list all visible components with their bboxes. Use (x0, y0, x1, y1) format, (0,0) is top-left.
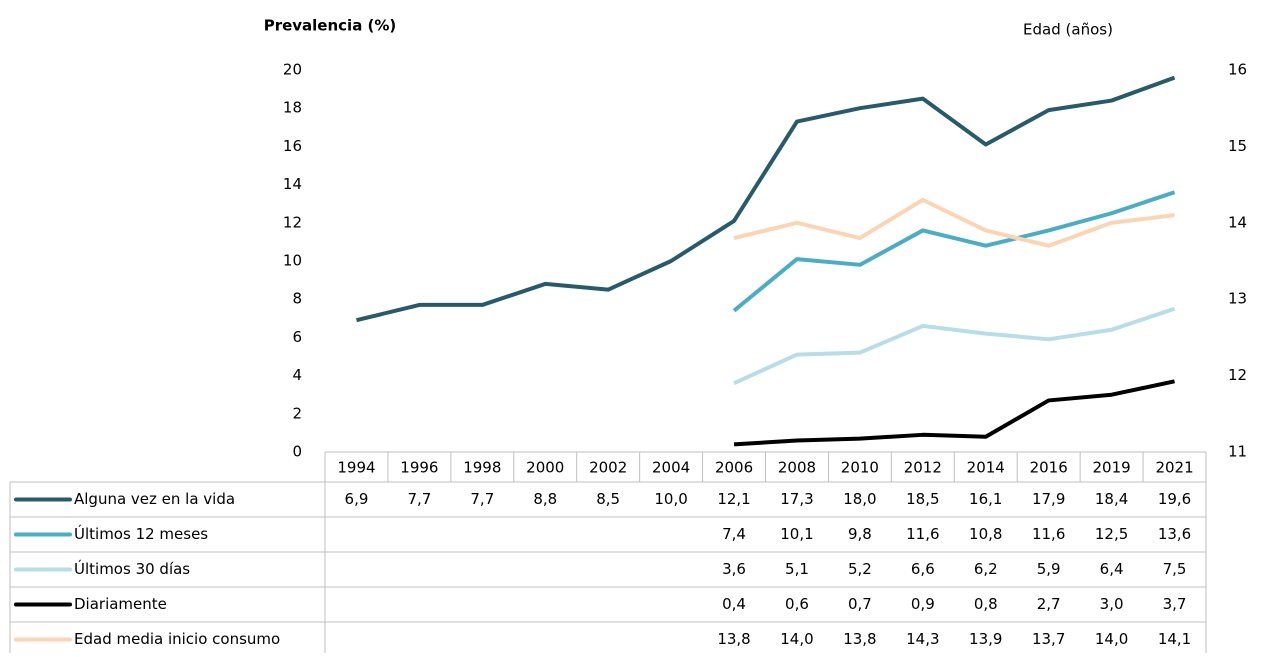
y-tick-label: 2 (292, 404, 302, 422)
table-value: 7,4 (722, 525, 746, 543)
table-value: 19,6 (1158, 490, 1191, 508)
table-value: 13,9 (969, 630, 1002, 648)
table-value: 5,2 (848, 560, 872, 578)
table-value: 18,5 (906, 490, 939, 508)
y-tick-label: 0 (292, 443, 302, 461)
legend-label: Diariamente (74, 595, 167, 613)
y2-tick-label: 15 (1228, 137, 1247, 155)
table-value: 7,7 (407, 490, 431, 508)
table-value: 12,5 (1095, 525, 1128, 543)
table-value: 0,4 (722, 595, 746, 613)
table-value: 13,6 (1158, 525, 1191, 543)
y-tick-label: 20 (283, 61, 302, 79)
y-tick-label: 18 (283, 99, 302, 117)
legend-label: Últimos 30 días (74, 559, 190, 578)
table-value: 6,2 (974, 560, 998, 578)
y-tick-label: 14 (283, 175, 302, 193)
table-value: 7,7 (470, 490, 494, 508)
table-value: 5,1 (785, 560, 809, 578)
y2-tick-label: 14 (1228, 213, 1247, 231)
table-value: 11,6 (1032, 525, 1065, 543)
table-value: 18,0 (843, 490, 876, 508)
x-tick-label: 1998 (463, 459, 501, 477)
table-value: 11,6 (906, 525, 939, 543)
table-value: 14,3 (906, 630, 939, 648)
table-value: 6,6 (911, 560, 935, 578)
x-tick-label: 2010 (841, 459, 879, 477)
x-tick-label: 2019 (1093, 459, 1131, 477)
table-value: 3,6 (722, 560, 746, 578)
x-tick-label: 2016 (1030, 459, 1068, 477)
table-value: 14,1 (1158, 630, 1191, 648)
table-value: 7,5 (1163, 560, 1187, 578)
y-tick-label: 10 (283, 252, 302, 270)
y-tick-label: 8 (292, 290, 302, 308)
table-value: 8,5 (596, 490, 620, 508)
legend-label: Últimos 12 meses (74, 524, 208, 543)
y2-tick-label: 11 (1228, 443, 1247, 461)
y2-tick-label: 16 (1228, 61, 1247, 79)
x-tick-label: 2012 (904, 459, 942, 477)
x-tick-label: 2021 (1155, 459, 1193, 477)
table-value: 6,4 (1100, 560, 1124, 578)
table-value: 16,1 (969, 490, 1002, 508)
x-tick-label: 2000 (526, 459, 564, 477)
y2-axis-title: Edad (años) (1023, 21, 1113, 39)
table-value: 17,9 (1032, 490, 1065, 508)
x-tick-label: 2002 (589, 459, 627, 477)
table-value: 2,7 (1037, 595, 1061, 613)
table-value: 0,9 (911, 595, 935, 613)
table-value: 13,8 (717, 630, 750, 648)
y-tick-label: 6 (292, 328, 302, 346)
series-line (733, 306, 1176, 386)
table-value: 0,8 (974, 595, 998, 613)
table-value: 0,7 (848, 595, 872, 613)
table-value: 14,0 (1095, 630, 1128, 648)
table-value: 0,6 (785, 595, 809, 613)
x-tick-label: 1994 (337, 459, 375, 477)
x-tick-label: 2006 (715, 459, 753, 477)
series-line (733, 197, 1175, 248)
table-value: 3,7 (1163, 595, 1187, 613)
table-value: 10,0 (654, 490, 687, 508)
series-line (733, 379, 1175, 447)
table-value: 18,4 (1095, 490, 1128, 508)
y2-tick-label: 13 (1228, 290, 1247, 308)
table-value: 3,0 (1100, 595, 1124, 613)
table-value: 6,9 (345, 490, 369, 508)
table-value: 9,8 (848, 525, 872, 543)
y-axis-title: Prevalencia (%) (264, 17, 397, 35)
y-tick-label: 16 (283, 137, 302, 155)
x-tick-label: 2004 (652, 459, 690, 477)
legend-label: Edad media inicio consumo (74, 630, 280, 648)
y-tick-label: 4 (292, 366, 302, 384)
x-tick-label: 1996 (400, 459, 438, 477)
x-tick-label: 2008 (778, 459, 816, 477)
table-value: 17,3 (780, 490, 813, 508)
table-value: 8,8 (533, 490, 557, 508)
series-line (732, 190, 1176, 313)
y-tick-label: 12 (283, 213, 302, 231)
legend-label: Alguna vez en la vida (74, 490, 235, 508)
series-line (355, 75, 1176, 323)
table-value: 13,8 (843, 630, 876, 648)
y2-tick-label: 12 (1228, 366, 1247, 384)
table-value: 10,1 (780, 525, 813, 543)
table-value: 10,8 (969, 525, 1002, 543)
table-value: 13,7 (1032, 630, 1065, 648)
table-value: 12,1 (717, 490, 750, 508)
table-value: 5,9 (1037, 560, 1061, 578)
table-value: 14,0 (780, 630, 813, 648)
x-tick-label: 2014 (967, 459, 1005, 477)
